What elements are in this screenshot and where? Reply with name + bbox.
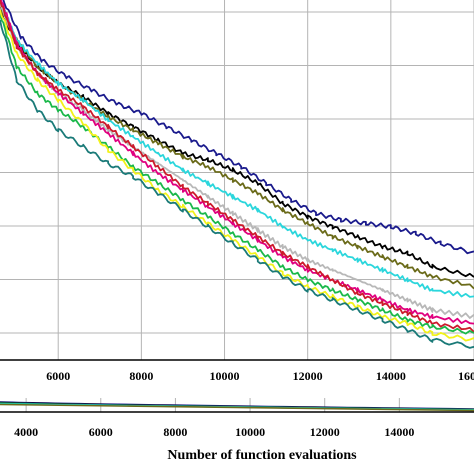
top-series-line xyxy=(0,0,474,298)
bottom-x-tick-labels: 4000 6000 8000 10000 12000 14000 xyxy=(14,425,414,439)
top-series-line xyxy=(0,19,474,349)
bottom-x-axis-title: Number of function evaluations xyxy=(167,448,357,463)
bottom-x-tick-label: 12000 xyxy=(310,425,340,439)
top-x-tick-label: 10000 xyxy=(210,369,240,383)
top-plot-area xyxy=(0,0,474,360)
top-x-tick-label: 14000 xyxy=(376,369,406,383)
top-series-line xyxy=(0,9,474,342)
top-x-tick-labels: 6000 8000 10000 12000 14000 1600 xyxy=(46,369,474,383)
top-x-tick-label: 12000 xyxy=(293,369,323,383)
top-x-tick-label: 1600 xyxy=(458,369,474,383)
bottom-x-tick-label: 8000 xyxy=(163,425,187,439)
top-series-line xyxy=(2,0,474,255)
bottom-x-tick-label: 14000 xyxy=(384,425,414,439)
top-x-tick-label: 6000 xyxy=(46,369,70,383)
top-series-line xyxy=(0,0,474,325)
bottom-x-tick-label: 10000 xyxy=(235,425,265,439)
bottom-x-tick-label: 6000 xyxy=(89,425,113,439)
bottom-series-line xyxy=(0,403,474,412)
top-series-line xyxy=(0,0,474,333)
top-series-lines xyxy=(0,0,474,349)
bottom-chart-panel: 4000 6000 8000 10000 12000 14000 Number of fu… xyxy=(0,398,474,463)
top-series-line xyxy=(0,13,474,335)
top-chart-panel: 6000 8000 10000 12000 14000 1600 xyxy=(0,0,474,383)
bottom-x-tick-label: 4000 xyxy=(14,425,38,439)
top-x-tick-label: 8000 xyxy=(129,369,153,383)
bottom-series-lines xyxy=(0,401,474,412)
